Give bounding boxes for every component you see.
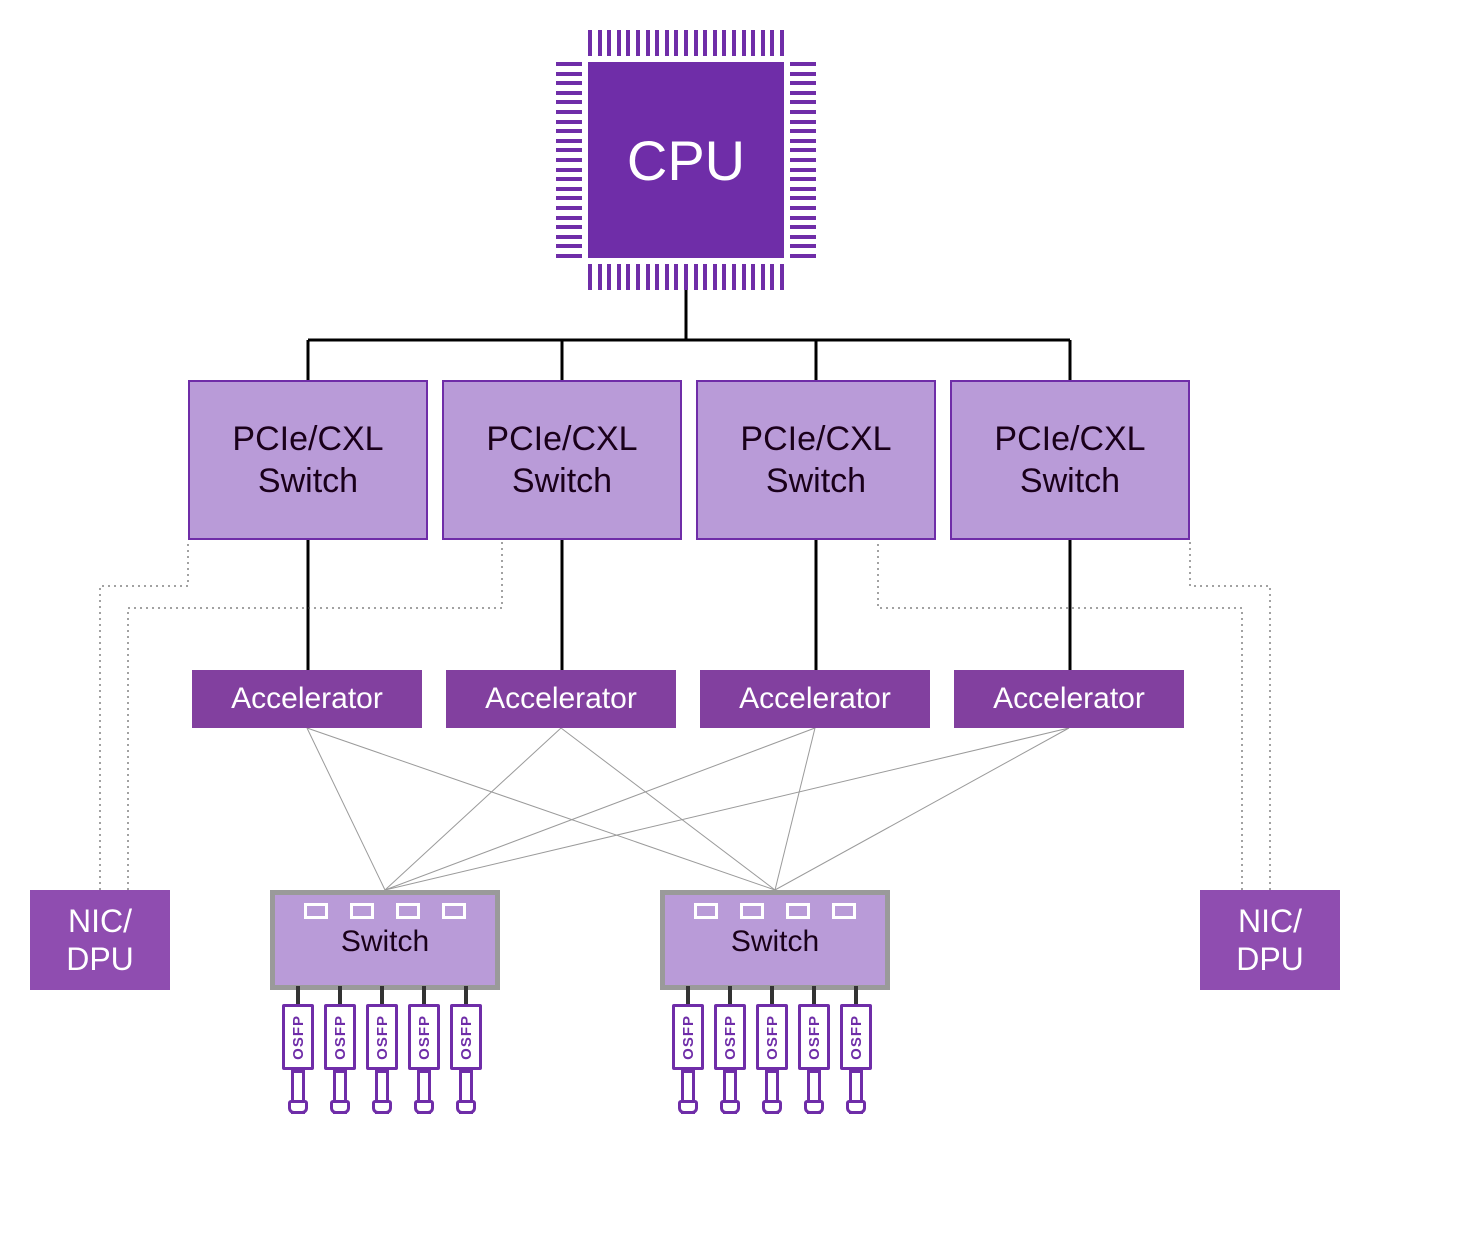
switch-port-icon: [304, 903, 328, 919]
osfp-label: OSFP: [806, 1015, 823, 1060]
diagram-canvas: CPU PCIe/CXLSwitch PCIe/CXLSwitch PCIe/CXLS…: [0, 0, 1480, 1234]
osfp-connector: OSFP: [756, 986, 788, 1136]
pcie-cxl-switch: PCIe/CXLSwitch: [442, 380, 682, 540]
accelerator: Accelerator: [192, 670, 422, 728]
accelerator-label: Accelerator: [231, 682, 383, 716]
pcie-switch-label: PCIe/CXLSwitch: [232, 418, 383, 503]
nic-dpu: NIC/DPU: [30, 890, 170, 990]
switch-label: Switch: [275, 925, 495, 959]
osfp-connector: OSFP: [366, 986, 398, 1136]
switch-port-icon: [442, 903, 466, 919]
accelerator: Accelerator: [700, 670, 930, 728]
pcie-cxl-switch: PCIe/CXLSwitch: [188, 380, 428, 540]
accelerator: Accelerator: [446, 670, 676, 728]
switch-port-icon: [694, 903, 718, 919]
nic-dpu: NIC/DPU: [1200, 890, 1340, 990]
osfp-connector: OSFP: [672, 986, 704, 1136]
osfp-row: OSFP OSFP OSFP OSFP OSFP: [282, 986, 482, 1136]
pcie-cxl-switch: PCIe/CXLSwitch: [696, 380, 936, 540]
osfp-connector: OSFP: [282, 986, 314, 1136]
switch-port-icon: [396, 903, 420, 919]
osfp-label: OSFP: [290, 1015, 307, 1060]
pcie-switch-label: PCIe/CXLSwitch: [994, 418, 1145, 503]
network-switch: Switch: [270, 890, 500, 990]
cpu-chip: CPU: [556, 30, 816, 290]
pcie-switch-label: PCIe/CXLSwitch: [740, 418, 891, 503]
pcie-switch-label: PCIe/CXLSwitch: [486, 418, 637, 503]
osfp-label: OSFP: [458, 1015, 475, 1060]
osfp-label: OSFP: [332, 1015, 349, 1060]
osfp-label: OSFP: [680, 1015, 697, 1060]
switch-port-icon: [740, 903, 764, 919]
osfp-label: OSFP: [848, 1015, 865, 1060]
osfp-connector: OSFP: [798, 986, 830, 1136]
osfp-row: OSFP OSFP OSFP OSFP OSFP: [672, 986, 872, 1136]
osfp-label: OSFP: [764, 1015, 781, 1060]
switch-ports: [665, 903, 885, 919]
accelerator-label: Accelerator: [739, 682, 891, 716]
osfp-connector: OSFP: [408, 986, 440, 1136]
switch-port-icon: [832, 903, 856, 919]
switch-ports: [275, 903, 495, 919]
accelerator: Accelerator: [954, 670, 1184, 728]
osfp-label: OSFP: [374, 1015, 391, 1060]
osfp-connector: OSFP: [840, 986, 872, 1136]
switch-port-icon: [350, 903, 374, 919]
pcie-cxl-switch: PCIe/CXLSwitch: [950, 380, 1190, 540]
accelerator-label: Accelerator: [993, 682, 1145, 716]
osfp-connector: OSFP: [714, 986, 746, 1136]
accelerator-label: Accelerator: [485, 682, 637, 716]
osfp-label: OSFP: [416, 1015, 433, 1060]
osfp-label: OSFP: [722, 1015, 739, 1060]
switch-port-icon: [786, 903, 810, 919]
switch-label: Switch: [665, 925, 885, 959]
network-switch: Switch: [660, 890, 890, 990]
osfp-connector: OSFP: [450, 986, 482, 1136]
osfp-connector: OSFP: [324, 986, 356, 1136]
cpu-label: CPU: [627, 128, 745, 193]
